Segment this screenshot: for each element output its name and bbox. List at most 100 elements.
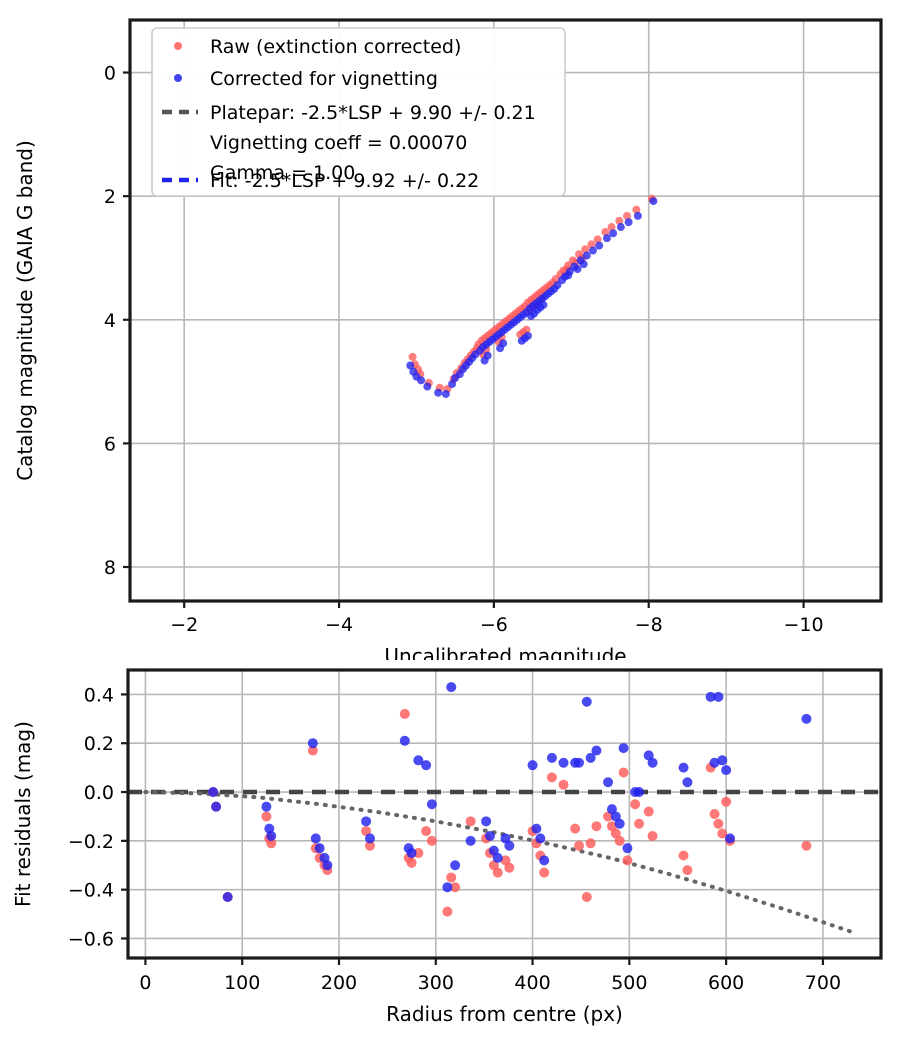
residuals-scatter-panel: 0 100 200 300 400 500 600 700 0.4 0.2 0.0 −0.2 −0.4 −… <box>0 650 900 1050</box>
scatter-point <box>725 833 736 844</box>
scatter-point <box>713 818 724 829</box>
scatter-point <box>721 796 732 807</box>
legend-label: Raw (extinction corrected) <box>210 36 461 58</box>
scatter-point <box>630 799 641 810</box>
scatter-point <box>450 860 461 871</box>
scatter-point <box>465 816 476 827</box>
scatter-point <box>615 216 624 225</box>
scatter-point <box>481 816 492 827</box>
scatter-point <box>634 787 645 798</box>
scatter-point <box>616 223 625 232</box>
x-tick-label: 600 <box>708 972 744 994</box>
scatter-point <box>310 833 321 844</box>
scatter-point <box>266 830 277 841</box>
scatter-point <box>623 211 632 220</box>
scatter-point <box>610 828 621 839</box>
scatter-point <box>614 818 625 829</box>
scatter-point <box>678 850 689 861</box>
scatter-point <box>591 745 602 756</box>
y-tick-label: −0.4 <box>68 880 114 902</box>
scatter-point <box>406 857 417 868</box>
scatter-point <box>601 228 610 237</box>
scatter-point <box>483 351 492 360</box>
scatter-point <box>582 251 591 260</box>
scatter-point <box>581 245 590 254</box>
scatter-point <box>500 833 511 844</box>
scatter-point <box>607 223 616 232</box>
y-tick-label: −0.6 <box>68 928 114 950</box>
y-tick-label: 0.4 <box>84 684 114 706</box>
scatter-point <box>585 752 596 763</box>
x-tick-label: 0 <box>139 972 151 994</box>
y-tick-label: 8 <box>104 557 116 579</box>
scatter-point <box>717 828 728 839</box>
scatter-point <box>539 867 550 878</box>
scatter-point <box>499 339 508 348</box>
x-tick-label: −4 <box>325 614 353 636</box>
scatter-point <box>558 757 569 768</box>
legend: Raw (extinction corrected) Corrected for … <box>151 27 566 197</box>
scatter-point <box>709 809 720 819</box>
scatter-point <box>504 840 515 851</box>
scatter-point <box>587 240 596 249</box>
x-tick-label: −6 <box>480 614 508 636</box>
scatter-point <box>570 823 581 834</box>
scatter-point <box>721 765 732 776</box>
scatter-point <box>450 882 461 893</box>
x-axis-ticks: −2 −4 −6 −8 −10 <box>170 601 824 636</box>
scatter-point <box>442 882 453 893</box>
x-tick-label: 200 <box>321 972 357 994</box>
scatter-point <box>531 823 542 834</box>
scatter-point <box>614 835 625 846</box>
legend-marker-dot <box>174 42 182 50</box>
scatter-point <box>364 833 375 844</box>
scatter-point <box>484 830 495 841</box>
scatter-point <box>441 389 450 398</box>
scatter-point <box>465 835 476 846</box>
x-axis-ticks: 0 100 200 300 400 500 600 700 <box>139 958 841 994</box>
legend-entry-3: Fit: -2.5*LSP + 9.92 +/- 0.22 <box>162 170 479 192</box>
y-tick-label: 0 <box>104 63 116 85</box>
y-axis-ticks: 0.4 0.2 0.0 −0.2 −0.4 −0.6 <box>68 684 128 950</box>
scatter-point <box>649 197 658 206</box>
scatter-point <box>682 777 693 788</box>
scatter-point <box>633 211 642 220</box>
scatter-point <box>610 811 621 822</box>
y-tick-label: 4 <box>104 310 116 332</box>
axes-frame <box>126 668 883 960</box>
scatter-point <box>593 235 602 244</box>
scatter-point <box>307 745 318 756</box>
scatter-point <box>709 757 720 768</box>
scatter-point <box>492 867 503 878</box>
scatter-point <box>618 743 629 754</box>
legend-entry-0: Raw (extinction corrected) <box>174 36 461 58</box>
scatter-point <box>539 300 548 309</box>
scatter-point <box>647 757 658 768</box>
scatter-point <box>261 811 272 822</box>
calibration-plot: −2 −4 −6 −8 −10 0 2 4 6 8 Uncalibrated magnitude Ca… <box>13 18 883 660</box>
scatter-point <box>399 735 410 746</box>
scatter-point <box>406 848 417 859</box>
scatter-point <box>682 865 693 876</box>
scatter-point <box>421 826 432 837</box>
scatter-point <box>527 760 538 771</box>
scatter-point <box>622 855 633 866</box>
scatter-point <box>488 845 499 856</box>
scatter-point <box>448 380 457 389</box>
scatter-point <box>564 271 573 280</box>
legend-marker-dot <box>174 74 182 82</box>
legend-label: Corrected for vignetting <box>210 68 438 90</box>
axes-frame <box>128 18 883 603</box>
scatter-point <box>426 835 437 846</box>
legend-label: Gamma = 1.00 <box>210 162 355 184</box>
scatter-point <box>606 821 617 832</box>
scatter-point <box>399 708 410 719</box>
legend-entry-2: Platepar: -2.5*LSP + 9.90 +/- 0.21 Vignet… <box>162 102 536 184</box>
scatter-point <box>647 830 658 841</box>
scatter-point <box>801 840 812 851</box>
scatter-point <box>361 826 372 837</box>
scatter-point <box>488 860 499 871</box>
scatter-point <box>446 872 457 883</box>
scatter-point <box>622 843 633 854</box>
